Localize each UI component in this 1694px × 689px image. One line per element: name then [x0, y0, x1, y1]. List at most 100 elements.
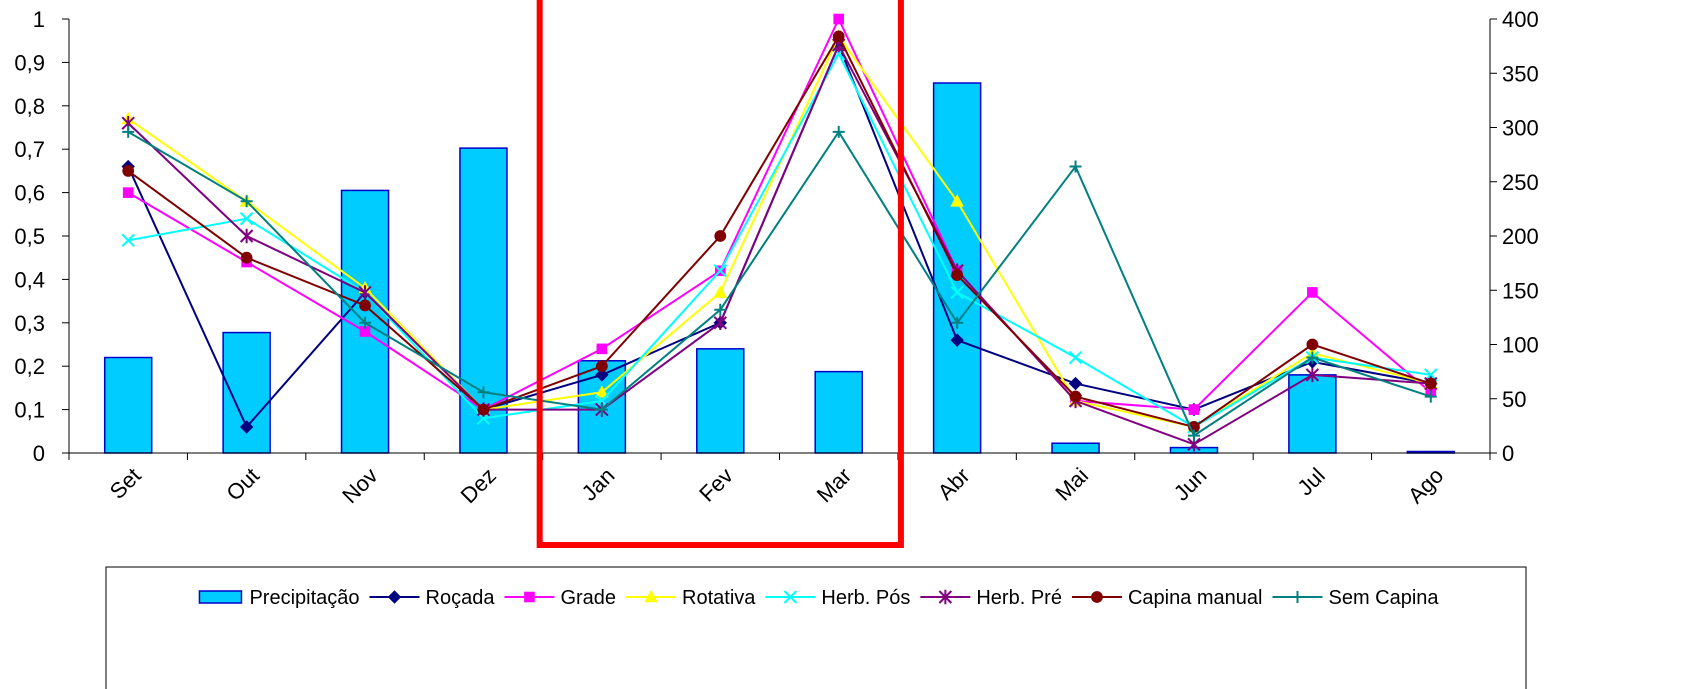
- y-left-tick-label: 0,2: [14, 354, 45, 379]
- bar-mai: [1051, 442, 1100, 454]
- legend-item-herb-pre: Herb. Pré: [920, 587, 1062, 609]
- legend-label-herb-pos: Herb. Pós: [821, 587, 910, 609]
- y-left-tick-label: 0,6: [14, 181, 45, 206]
- point-sem-capina-nov: [359, 316, 372, 329]
- point-rocada-jan: [595, 368, 609, 382]
- legend: Precipitação Roçada Grade Rotativa Herb. Pós…: [105, 566, 1527, 689]
- point-capina-manual-set: [122, 165, 135, 177]
- point-capina-manual-out: [240, 251, 253, 264]
- x-tick-label-fev: Fev: [694, 463, 738, 507]
- point-grade-jan: [596, 343, 608, 355]
- point-sem-capina-mar: [832, 125, 845, 138]
- point-grade-set: [122, 187, 134, 198]
- point-herb-pre-jul: [1305, 367, 1320, 383]
- line-capina-manual: [127, 34, 1432, 429]
- y-left-tick-label: 0,3: [14, 311, 45, 336]
- point-sem-capina-jan: [595, 403, 608, 416]
- point-capina-manual-mai: [1069, 390, 1082, 403]
- y-left-tick-label: 0,4: [14, 267, 45, 292]
- line-grade: [127, 16, 1432, 411]
- series-capina-manual: [122, 30, 1437, 433]
- y-left-tick-label: 0,5: [14, 224, 45, 249]
- point-capina-manual-ago: [1424, 377, 1437, 390]
- point-rotativa-jan: [595, 385, 609, 398]
- legend-label-precipitacao: Precipitação: [249, 587, 359, 609]
- point-herb-pos-abr: [950, 285, 964, 300]
- point-rocada-abr: [950, 333, 964, 347]
- point-capina-manual-jul: [1306, 338, 1319, 351]
- legend-label-sem-capina: Sem Capina: [1328, 587, 1439, 609]
- bar-set: [103, 356, 153, 454]
- legend-box: [105, 566, 1527, 689]
- y-left-tick-label: 0,1: [14, 398, 45, 423]
- legend-label-capina-manual: Capina manual: [1128, 587, 1263, 609]
- legend-item-sem-capina: Sem Capina: [1272, 587, 1439, 609]
- point-grade-jun: [1188, 404, 1200, 415]
- series-rotativa: [121, 29, 1438, 433]
- y-right-tick-label: 250: [1502, 170, 1539, 195]
- x-tick-label-ago: Ago: [1403, 463, 1448, 508]
- point-rocada-mai: [1068, 376, 1083, 391]
- y-right-tick-label: 200: [1502, 224, 1539, 249]
- x-tick-label-mar: Mar: [812, 463, 856, 507]
- series-grade: [122, 13, 1437, 415]
- point-herb-pos-out: [239, 211, 254, 226]
- point-grade-jul: [1307, 287, 1318, 298]
- highlight-layer: [536, 0, 904, 548]
- point-sem-capina-mai: [1069, 160, 1082, 173]
- series-rocada: [121, 38, 1438, 434]
- y-right-tick-label: 0: [1502, 441, 1514, 466]
- point-herb-pos-set: [121, 233, 135, 248]
- point-capina-manual-jan: [595, 360, 608, 373]
- y-right-tick-label: 150: [1502, 278, 1539, 303]
- y-left-tick-label: 0,8: [14, 94, 45, 119]
- point-sem-capina-out: [240, 195, 253, 208]
- y-right-tick-label: 50: [1502, 387, 1526, 412]
- point-herb-pos-mai: [1068, 350, 1083, 365]
- series-sem-capina: [122, 125, 1437, 442]
- legend-marker-rocada: [387, 590, 402, 604]
- point-capina-manual-dez: [477, 403, 490, 416]
- point-grade-mar: [833, 13, 845, 25]
- y-left-tick-label: 0: [33, 441, 45, 466]
- highlight-box: [536, 0, 904, 548]
- point-rotativa-fev: [713, 285, 728, 298]
- legend-item-herb-pos: Herb. Pós: [765, 587, 910, 609]
- series-herb-pos: [121, 47, 1438, 434]
- point-capina-manual-mar: [832, 30, 845, 43]
- bar-mar: [814, 370, 863, 454]
- x-tick-label-nov: Nov: [337, 463, 382, 508]
- line-sem-capina: [127, 129, 1432, 438]
- y-left-tick-label: 0,7: [14, 137, 45, 162]
- y-right-tick-label: 400: [1502, 7, 1539, 32]
- legend-marker-herb-pre: [938, 589, 953, 605]
- legend-item-capina-manual: Capina manual: [1071, 587, 1263, 609]
- legend-item-precipitacao: Precipitação: [198, 587, 360, 609]
- line-herb-pre: [127, 42, 1431, 446]
- point-sem-capina-fev: [714, 303, 727, 316]
- point-sem-capina-dez: [477, 386, 490, 399]
- bar-fev: [696, 348, 745, 454]
- legend-label-rocada: Roçada: [426, 587, 496, 609]
- point-sem-capina-jun: [1187, 429, 1200, 442]
- y-left-tick-label: 1: [33, 7, 45, 32]
- legend-marker-sem-capina: [1291, 591, 1304, 603]
- point-sem-capina-jul: [1306, 351, 1319, 364]
- point-sem-capina-ago: [1424, 390, 1437, 403]
- lines-layer: [121, 13, 1438, 452]
- point-rotativa-abr: [950, 194, 964, 207]
- legend-marker-herb-pos: [783, 590, 798, 604]
- legend-swatch-precipitacao: [198, 590, 243, 604]
- legend-item-rotativa: Rotativa: [626, 587, 756, 609]
- point-capina-manual-nov: [359, 299, 371, 312]
- x-tick-label-jul: Jul: [1292, 463, 1330, 501]
- y-right-tick-label: 350: [1502, 61, 1539, 86]
- point-herb-pre-nov: [358, 285, 372, 300]
- series-herb-pre: [121, 37, 1438, 452]
- point-rocada-out: [239, 420, 254, 434]
- line-herb-pos: [128, 51, 1431, 429]
- y-right-tick-label: 300: [1502, 116, 1539, 141]
- y-right-tick-label: 100: [1502, 333, 1539, 358]
- legend-label-herb-pre: Herb. Pré: [976, 587, 1062, 609]
